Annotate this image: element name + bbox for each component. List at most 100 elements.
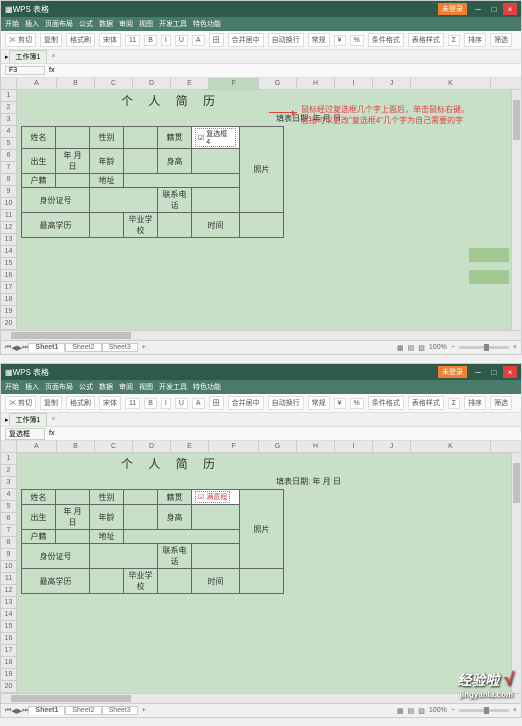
menu-item[interactable]: 公式: [79, 382, 93, 392]
row-header[interactable]: 14: [1, 246, 16, 258]
row-header[interactable]: 4: [1, 126, 16, 138]
toolbar-button[interactable]: 复制: [40, 33, 62, 47]
row-header[interactable]: 8: [1, 537, 16, 549]
cell[interactable]: [56, 174, 90, 188]
cell[interactable]: [90, 569, 124, 594]
toolbar-button[interactable]: A: [192, 35, 205, 46]
view-icon[interactable]: ▦: [397, 344, 404, 352]
column-header[interactable]: B: [57, 441, 95, 452]
row-header[interactable]: 11: [1, 210, 16, 222]
cell[interactable]: [240, 213, 284, 238]
row-header[interactable]: 7: [1, 525, 16, 537]
toolbar-button[interactable]: Σ: [448, 398, 460, 409]
column-header[interactable]: F: [209, 78, 259, 89]
toolbar-button[interactable]: 复制: [40, 396, 62, 410]
menu-item[interactable]: 特色功能: [193, 382, 221, 392]
column-header[interactable]: K: [411, 78, 491, 89]
toolbar-button[interactable]: 排序: [464, 33, 486, 47]
row-header[interactable]: 15: [1, 258, 16, 270]
row-header[interactable]: 13: [1, 597, 16, 609]
zoom-in-icon[interactable]: +: [513, 707, 517, 714]
cell[interactable]: [124, 149, 158, 174]
toolbar-button[interactable]: 合并居中: [228, 396, 264, 410]
toolbar-button[interactable]: Σ: [448, 35, 460, 46]
horizontal-scrollbar[interactable]: [1, 330, 521, 340]
row-header[interactable]: 13: [1, 234, 16, 246]
toolbar-button[interactable]: 表格样式: [408, 33, 444, 47]
zoom-in-icon[interactable]: +: [513, 344, 517, 351]
column-header[interactable]: G: [259, 78, 297, 89]
column-header[interactable]: J: [373, 78, 411, 89]
login-button[interactable]: 未登录: [438, 366, 467, 378]
toolbar-button[interactable]: ✂ 剪切: [5, 33, 36, 47]
zoom-slider[interactable]: [459, 346, 509, 349]
close-button[interactable]: ×: [503, 366, 517, 378]
column-header[interactable]: A: [17, 441, 57, 452]
toolbar-button[interactable]: 田: [209, 396, 224, 410]
toolbar-button[interactable]: I: [161, 398, 171, 409]
spreadsheet-grid[interactable]: 个 人 简 历 填表日期: 年 月 日 姓名 性别 籍贯 ☑ 满意程: [17, 453, 521, 693]
column-header[interactable]: H: [297, 441, 335, 452]
row-header[interactable]: 2: [1, 465, 16, 477]
toolbar-button[interactable]: %: [350, 398, 364, 409]
row-header[interactable]: 6: [1, 150, 16, 162]
cell[interactable]: [192, 505, 240, 530]
row-header[interactable]: 3: [1, 477, 16, 489]
sheet-tab[interactable]: Sheet3: [102, 343, 138, 352]
cell[interactable]: [192, 544, 240, 569]
cell[interactable]: [192, 188, 240, 213]
minimize-button[interactable]: ─: [471, 3, 485, 15]
toolbar-button[interactable]: 11: [125, 398, 140, 409]
tab-add-icon[interactable]: ×: [51, 416, 55, 423]
row-header[interactable]: 2: [1, 102, 16, 114]
toolbar-button[interactable]: A: [192, 398, 205, 409]
toolbar-button[interactable]: U: [175, 35, 188, 46]
toolbar-button[interactable]: 宋体: [99, 396, 121, 410]
scrollbar-thumb[interactable]: [513, 463, 520, 503]
column-header[interactable]: A: [17, 78, 57, 89]
menu-item[interactable]: 开发工具: [159, 382, 187, 392]
column-header[interactable]: B: [57, 78, 95, 89]
toolbar-button[interactable]: ¥: [334, 398, 346, 409]
row-header[interactable]: 10: [1, 198, 16, 210]
login-button[interactable]: 未登录: [438, 3, 467, 15]
cell[interactable]: [192, 149, 240, 174]
menu-item[interactable]: 特色功能: [193, 19, 221, 29]
menu-item[interactable]: 审阅: [119, 19, 133, 29]
sheet-tab[interactable]: Sheet3: [102, 706, 138, 715]
select-all-corner[interactable]: [1, 441, 17, 452]
sheet-tab[interactable]: Sheet2: [65, 343, 101, 352]
menu-item[interactable]: 视图: [139, 382, 153, 392]
scrollbar-thumb[interactable]: [513, 100, 520, 140]
row-header[interactable]: 12: [1, 222, 16, 234]
column-header[interactable]: I: [335, 78, 373, 89]
fx-icon[interactable]: fx: [49, 430, 54, 437]
maximize-button[interactable]: □: [487, 3, 501, 15]
close-button[interactable]: ×: [503, 3, 517, 15]
row-header[interactable]: 17: [1, 645, 16, 657]
select-all-corner[interactable]: [1, 78, 17, 89]
toolbar-button[interactable]: 合并居中: [228, 33, 264, 47]
zoom-out-icon[interactable]: −: [451, 707, 455, 714]
toolbar-button[interactable]: U: [175, 398, 188, 409]
view-icon[interactable]: ▧: [418, 344, 425, 352]
row-header[interactable]: 19: [1, 306, 16, 318]
cell[interactable]: [90, 213, 124, 238]
cell[interactable]: [158, 569, 192, 594]
row-header[interactable]: 19: [1, 669, 16, 681]
column-header[interactable]: C: [95, 78, 133, 89]
view-icon[interactable]: ▧: [418, 707, 425, 715]
row-header[interactable]: 10: [1, 561, 16, 573]
column-header[interactable]: E: [171, 441, 209, 452]
toolbar-button[interactable]: 排序: [464, 396, 486, 410]
photo-cell[interactable]: 照片: [240, 127, 284, 213]
scrollbar-thumb[interactable]: [11, 332, 131, 339]
toolbar-button[interactable]: 自动换行: [268, 396, 304, 410]
cell-reference[interactable]: F3: [5, 66, 45, 75]
toolbar-button[interactable]: 自动换行: [268, 33, 304, 47]
toolbar-button[interactable]: B: [144, 35, 157, 46]
toolbar-button[interactable]: ¥: [334, 35, 346, 46]
menu-item[interactable]: 插入: [25, 382, 39, 392]
checkbox-widget[interactable]: ☑ 满意程: [195, 491, 230, 503]
row-header[interactable]: 1: [1, 453, 16, 465]
